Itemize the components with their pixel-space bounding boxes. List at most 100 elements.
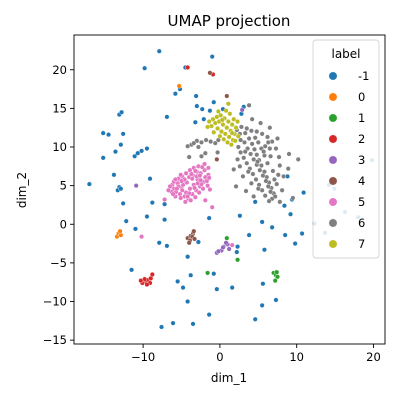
legend-entry: 5 [328,195,365,209]
data-point [282,232,288,238]
data-point [265,139,271,145]
data-point [268,153,274,159]
data-point [260,173,266,179]
data-point [258,163,264,169]
data-point [241,155,247,161]
data-point [111,172,117,178]
legend-entry: -1 [328,69,369,83]
chart-title: UMAP projection [168,12,291,30]
data-point [144,146,150,152]
data-point [277,199,283,205]
data-point [246,136,252,142]
legend-title: label [331,47,360,61]
data-point [251,193,257,199]
data-point [268,189,274,195]
data-point [285,166,291,172]
data-point [231,116,237,122]
data-point [192,119,198,125]
data-point [192,194,198,200]
x-tick-label: 20 [366,350,381,364]
data-point [164,243,170,249]
data-point [254,152,260,158]
data-point [279,187,285,193]
data-point [206,119,212,125]
x-tick-label: 10 [289,350,304,364]
data-point [185,64,191,70]
data-point [211,99,217,105]
data-point [248,180,254,186]
data-point [208,139,214,145]
y-tick-label: 10 [52,140,67,154]
data-point [170,320,176,326]
data-point [238,149,244,155]
legend: label -1 0 1 2 3 4 5 6 7 [312,39,380,259]
data-point [242,130,248,136]
data-point [211,129,217,135]
data-point [174,186,180,192]
data-point [187,186,193,192]
data-point [195,144,201,150]
data-point [255,139,261,145]
data-point [117,228,123,234]
data-point [202,161,208,167]
data-point [221,136,227,142]
data-point [245,169,251,175]
data-point [233,125,239,131]
data-point [238,124,244,130]
legend-marker [328,92,338,102]
data-point [220,244,226,250]
data-point [259,302,265,308]
data-point [225,139,231,145]
data-point [185,254,191,260]
data-point [188,272,194,278]
data-point [214,156,220,162]
data-point [262,193,268,199]
legend-marker [328,134,338,144]
data-point [200,186,206,192]
data-point [215,149,221,155]
data-point [218,129,224,135]
series-4 [185,70,230,246]
data-point [292,241,298,247]
data-point [215,125,221,131]
data-point [207,70,213,76]
data-point [243,188,249,194]
data-point [179,187,185,193]
data-point [215,108,221,114]
data-point [118,186,124,192]
data-point [224,125,230,131]
data-point [222,131,228,137]
data-point [269,224,275,230]
data-point [100,155,106,161]
data-point [206,175,212,181]
data-point [228,142,234,148]
data-point [209,204,215,210]
data-point [229,285,235,291]
data-point [217,133,223,139]
data-point [144,282,150,288]
data-point [234,249,240,255]
data-point [205,124,211,130]
data-point [253,176,259,182]
data-point [248,151,254,157]
data-point [218,112,224,118]
data-point [120,200,126,206]
data-point [240,173,246,179]
y-axis-label: dim_2 [15,172,29,208]
data-point [178,195,184,201]
data-point [180,285,186,291]
data-point [235,133,241,139]
data-point [205,165,211,171]
data-point [191,228,197,234]
data-point [202,150,208,156]
data-point [271,176,277,182]
data-point [206,215,212,221]
y-axis-ticks: −15 −10 −5 0 5 10 15 20 [43,63,74,347]
legend-entry: 7 [328,237,365,251]
data-point [235,244,241,250]
data-point [263,178,269,184]
legend-label: 0 [358,90,365,104]
data-point [260,281,266,287]
data-point [159,324,165,330]
